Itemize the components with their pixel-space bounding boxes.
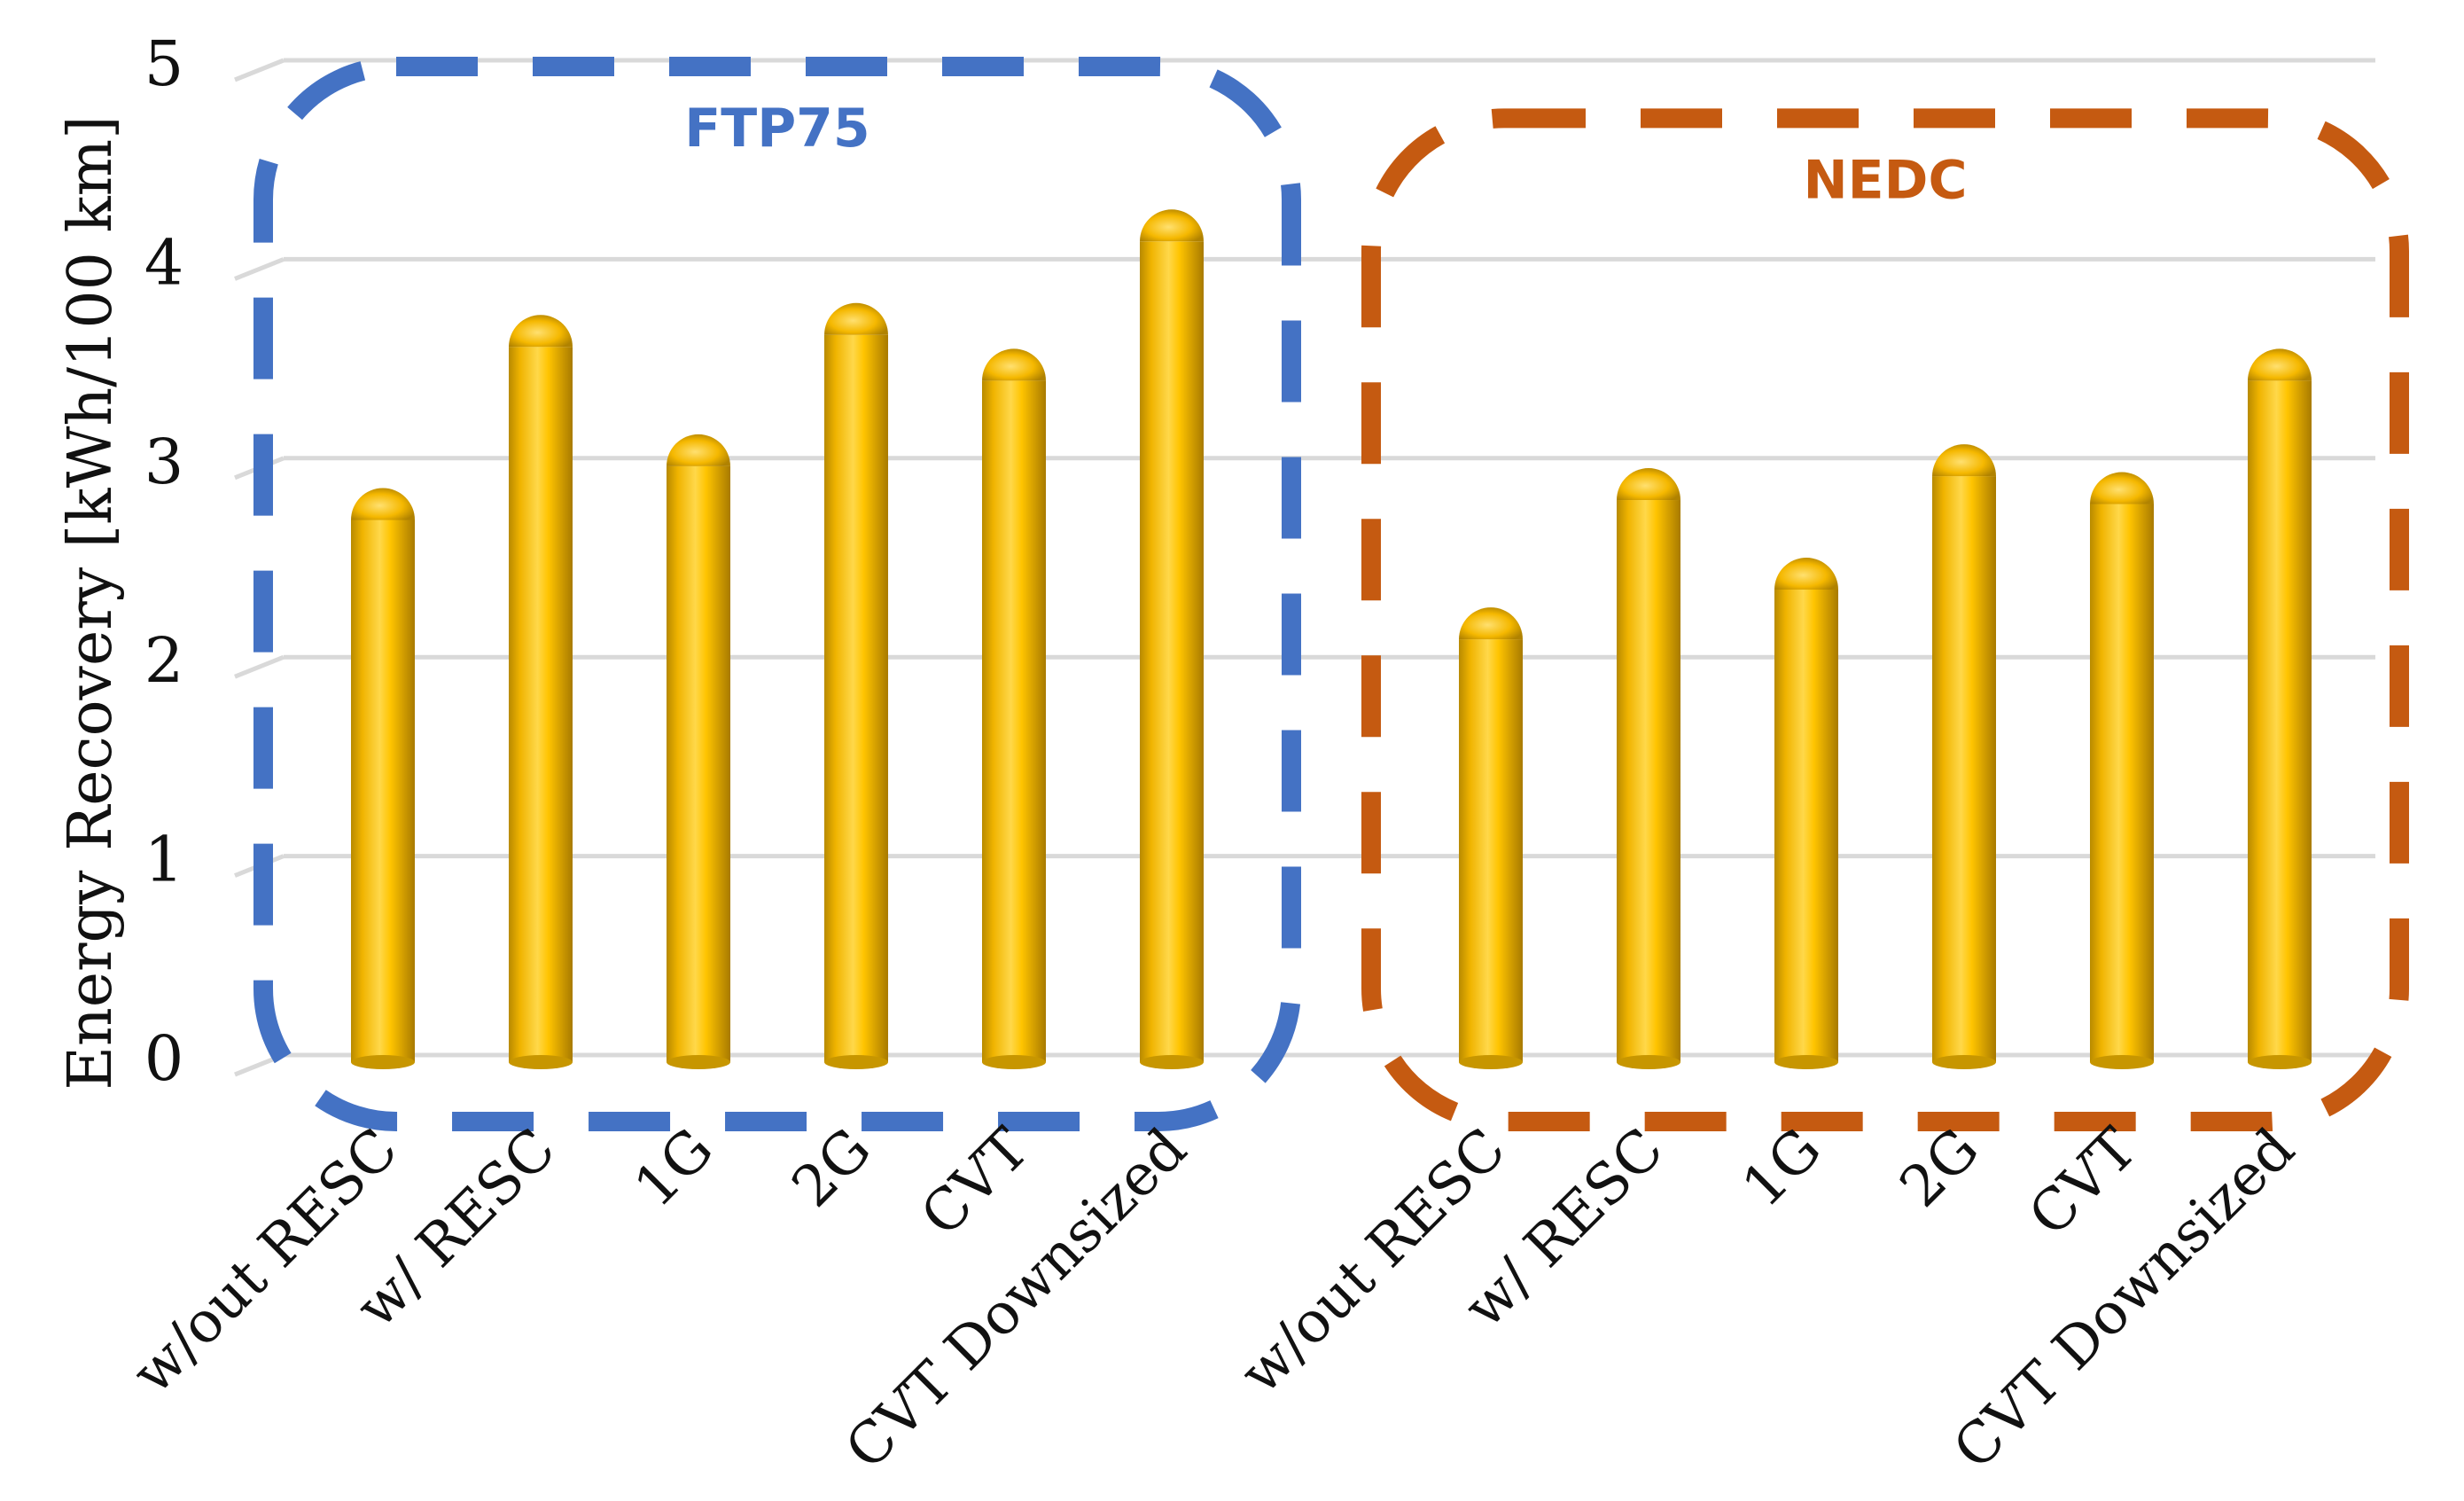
bar-body — [509, 347, 573, 1062]
y-tick-label: 3 — [144, 426, 184, 498]
bar-base — [1932, 1055, 1996, 1069]
y-tick-label: 2 — [144, 624, 184, 697]
y-axis: Energy Recovery [kWh/100 km] 0 1 2 3 4 5 — [56, 27, 183, 1095]
bar-body — [1617, 500, 1680, 1062]
x-tick-label: CVT — [2016, 1116, 2149, 1249]
x-tick-label: w/out RESC — [120, 1116, 410, 1407]
bar-cap — [1774, 558, 1838, 590]
bar-base — [351, 1055, 415, 1069]
bar — [2090, 472, 2154, 1069]
y-tick-label: 0 — [144, 1022, 184, 1095]
x-tick-label: 1G — [1730, 1116, 1834, 1220]
y-tick-label: 5 — [144, 27, 184, 100]
x-tick-label: 2G — [780, 1116, 884, 1220]
bar-cap — [2090, 472, 2154, 504]
bar-body — [351, 520, 415, 1062]
bar-cap — [1617, 468, 1680, 501]
group-box — [253, 57, 1301, 1131]
bar-body — [2090, 504, 2154, 1062]
group-boxes: FTP75 NEDC — [253, 57, 2409, 1131]
gridlines — [234, 58, 2375, 1077]
bar-base — [1617, 1055, 1680, 1069]
bar-cap — [1459, 607, 1523, 640]
bar — [1932, 444, 1996, 1069]
bar-cap — [667, 434, 730, 466]
gridline-perspective — [234, 257, 285, 281]
group-label: NEDC — [1803, 149, 1967, 211]
bar-base — [1774, 1055, 1838, 1069]
bar — [824, 302, 888, 1069]
bar-base — [667, 1055, 730, 1069]
bar-base — [1140, 1055, 1204, 1069]
y-axis-title: Energy Recovery [kWh/100 km] — [56, 115, 126, 1090]
bar-body — [1774, 590, 1838, 1062]
bar-cap — [1140, 209, 1204, 242]
bar-cap — [509, 315, 573, 348]
group-label: FTP75 — [684, 98, 869, 160]
bar-body — [2248, 380, 2312, 1062]
y-tick-label: 1 — [144, 824, 184, 896]
bar — [509, 315, 573, 1069]
gridline-perspective — [234, 58, 285, 82]
gridline-perspective — [234, 654, 285, 679]
bar-cap — [982, 348, 1046, 381]
bar — [667, 434, 730, 1069]
bar-body — [1140, 241, 1204, 1062]
bar — [2248, 348, 2312, 1069]
bar-body — [1932, 476, 1996, 1062]
bar — [351, 488, 415, 1069]
x-tick-label: CVT — [908, 1116, 1041, 1249]
bar-base — [982, 1055, 1046, 1069]
group-box — [1361, 108, 2409, 1131]
y-tick-label: 4 — [144, 226, 184, 299]
bar-base — [2090, 1055, 2154, 1069]
bar-body — [667, 465, 730, 1062]
bar-base — [2248, 1055, 2312, 1069]
bar-base — [824, 1055, 888, 1069]
bar-cap — [351, 488, 415, 520]
x-tick-label: 2G — [1888, 1116, 1992, 1220]
bar-body — [824, 334, 888, 1062]
bar-body — [1459, 639, 1523, 1062]
bar — [1774, 558, 1838, 1069]
bar-base — [509, 1055, 573, 1069]
bar — [1617, 468, 1680, 1069]
bar — [1459, 607, 1523, 1069]
x-tick-label: w/out RESC — [1228, 1116, 1518, 1407]
bar — [1140, 209, 1204, 1069]
bar — [982, 348, 1046, 1069]
bar-cap — [2248, 348, 2312, 381]
bar-cap — [824, 302, 888, 335]
x-tick-label: 1G — [622, 1116, 726, 1220]
bar-body — [982, 380, 1046, 1062]
bars — [351, 209, 2312, 1069]
bar-cap — [1932, 444, 1996, 477]
bar-base — [1459, 1055, 1523, 1069]
